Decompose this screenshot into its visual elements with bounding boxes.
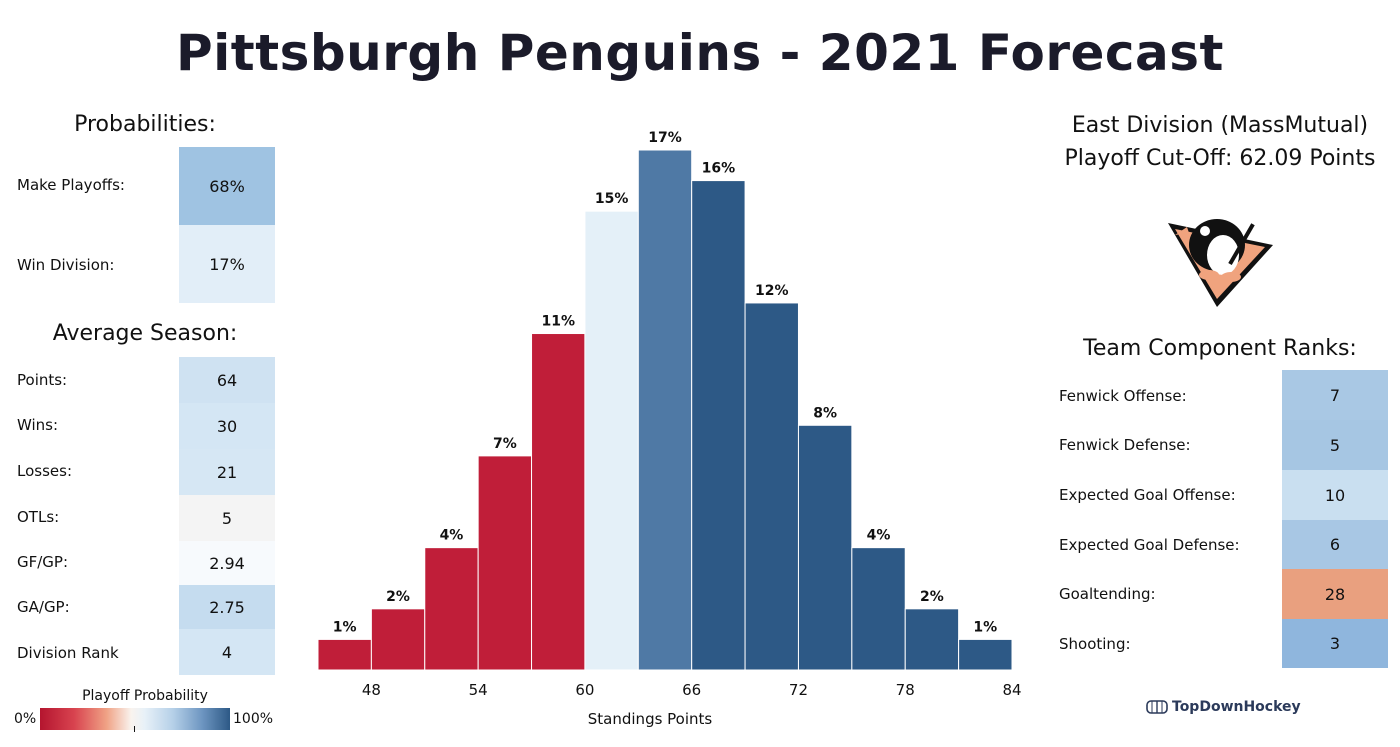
data-label-76.5: 4%: [867, 528, 891, 544]
win-division-label: Win Division:: [17, 256, 115, 274]
goaltending-label: Goaltending:: [1059, 585, 1156, 603]
rink-icon: [1146, 700, 1168, 714]
data-label-64.5: 17%: [648, 130, 682, 146]
legend-title: Playoff Probability: [82, 688, 208, 704]
xg-defense-label: Expected Goal Defense:: [1059, 536, 1240, 554]
data-label-79.5: 2%: [920, 589, 944, 605]
wins-label: Wins:: [17, 416, 59, 434]
x-tick-48: 48: [362, 681, 381, 699]
bar-49.5: [370, 608, 426, 671]
x-tick-54: 54: [469, 681, 488, 699]
penguins-logo: [1168, 219, 1273, 307]
x-tick-60: 60: [575, 681, 594, 699]
bar-76.5: [851, 547, 906, 671]
bar-58.5: [531, 333, 586, 671]
legend-midpoint-tick: [134, 726, 135, 732]
division-rank-cell: 4: [179, 629, 275, 675]
bar-82.5: [958, 638, 1013, 671]
division-rank-label: Division Rank: [17, 644, 119, 662]
data-label-46.5: 1%: [333, 619, 357, 635]
page-title: Pittsburgh Penguins - 2021 Forecast: [176, 24, 1224, 82]
xg-offense-cell: 10: [1282, 470, 1388, 520]
probabilities-heading: Probabilities:: [74, 112, 216, 137]
brand-name: TopDownHockey: [1172, 699, 1301, 715]
bar-73.5: [797, 424, 853, 671]
bar-70.5: [744, 302, 799, 671]
x-ticks-layer: 48 54 60 66 72 78 84: [362, 681, 1022, 699]
bar-79.5: [904, 608, 960, 671]
data-label-82.5: 1%: [973, 619, 997, 635]
data-label-58.5: 11%: [541, 314, 575, 330]
bar-52.5: [424, 547, 479, 671]
ga-gp-cell: 2.75: [179, 585, 275, 629]
bar-55.5: [477, 455, 533, 671]
x-axis-label: Standings Points: [588, 710, 713, 728]
data-labels-layer: 1% 2% 4% 7% 11% 15% 17% 16% 12% 8% 4% 2% 1%: [333, 130, 997, 635]
make-playoffs-cell: 68%: [179, 147, 275, 225]
fenwick-offense-cell: 7: [1282, 370, 1388, 420]
fenwick-defense-label: Fenwick Defense:: [1059, 436, 1191, 454]
bars-layer: [317, 149, 1013, 671]
division-name: East Division (MassMutual): [1071, 113, 1369, 138]
x-tick-78: 78: [896, 681, 915, 699]
shooting-label: Shooting:: [1059, 635, 1131, 653]
data-label-73.5: 8%: [813, 405, 837, 421]
wins-cell: 30: [179, 403, 275, 449]
x-tick-84: 84: [1002, 681, 1021, 699]
legend-gradient-bar: [40, 708, 230, 730]
data-label-61.5: 15%: [595, 191, 629, 207]
otls-cell: 5: [179, 495, 275, 541]
xg-defense-cell: 6: [1282, 520, 1388, 569]
gf-gp-cell: 2.94: [179, 541, 275, 585]
shooting-cell: 3: [1282, 619, 1388, 668]
bar-67.5: [691, 180, 746, 671]
bar-61.5: [584, 210, 639, 671]
data-label-70.5: 12%: [755, 283, 789, 299]
bar-46.5: [317, 638, 372, 671]
losses-cell: 21: [179, 449, 275, 495]
points-label: Points:: [17, 371, 68, 389]
ga-gp-label: GA/GP:: [17, 598, 70, 616]
fenwick-defense-cell: 5: [1282, 420, 1388, 470]
standings-points-histogram: 1% 2% 4% 7% 11% 15% 17% 16% 12% 8% 4% 2% 1% 48 54 60 66…: [317, 130, 1022, 728]
brand-mark: TopDownHockey: [1146, 699, 1301, 715]
win-division-cell: 17%: [179, 225, 275, 303]
gf-gp-label: GF/GP:: [17, 553, 69, 571]
data-label-55.5: 7%: [493, 436, 517, 452]
x-tick-66: 66: [682, 681, 701, 699]
data-label-52.5: 4%: [440, 528, 464, 544]
losses-label: Losses:: [17, 462, 72, 480]
goaltending-cell: 28: [1282, 569, 1388, 619]
legend-min-label: 0%: [14, 711, 37, 727]
otls-label: OTLs:: [17, 508, 60, 526]
fenwick-offense-label: Fenwick Offense:: [1059, 387, 1187, 405]
make-playoffs-label: Make Playoffs:: [17, 176, 125, 194]
bar-64.5: [637, 149, 693, 671]
xg-offense-label: Expected Goal Offense:: [1059, 486, 1236, 504]
data-label-67.5: 16%: [702, 161, 736, 177]
points-cell: 64: [179, 357, 275, 403]
x-tick-72: 72: [789, 681, 808, 699]
average-season-heading: Average Season:: [52, 321, 238, 346]
team-ranks-heading: Team Component Ranks:: [1083, 336, 1357, 361]
data-label-49.5: 2%: [386, 589, 410, 605]
playoff-cutoff: Playoff Cut-Off: 62.09 Points: [1064, 146, 1376, 171]
legend-max-label: 100%: [233, 711, 274, 727]
